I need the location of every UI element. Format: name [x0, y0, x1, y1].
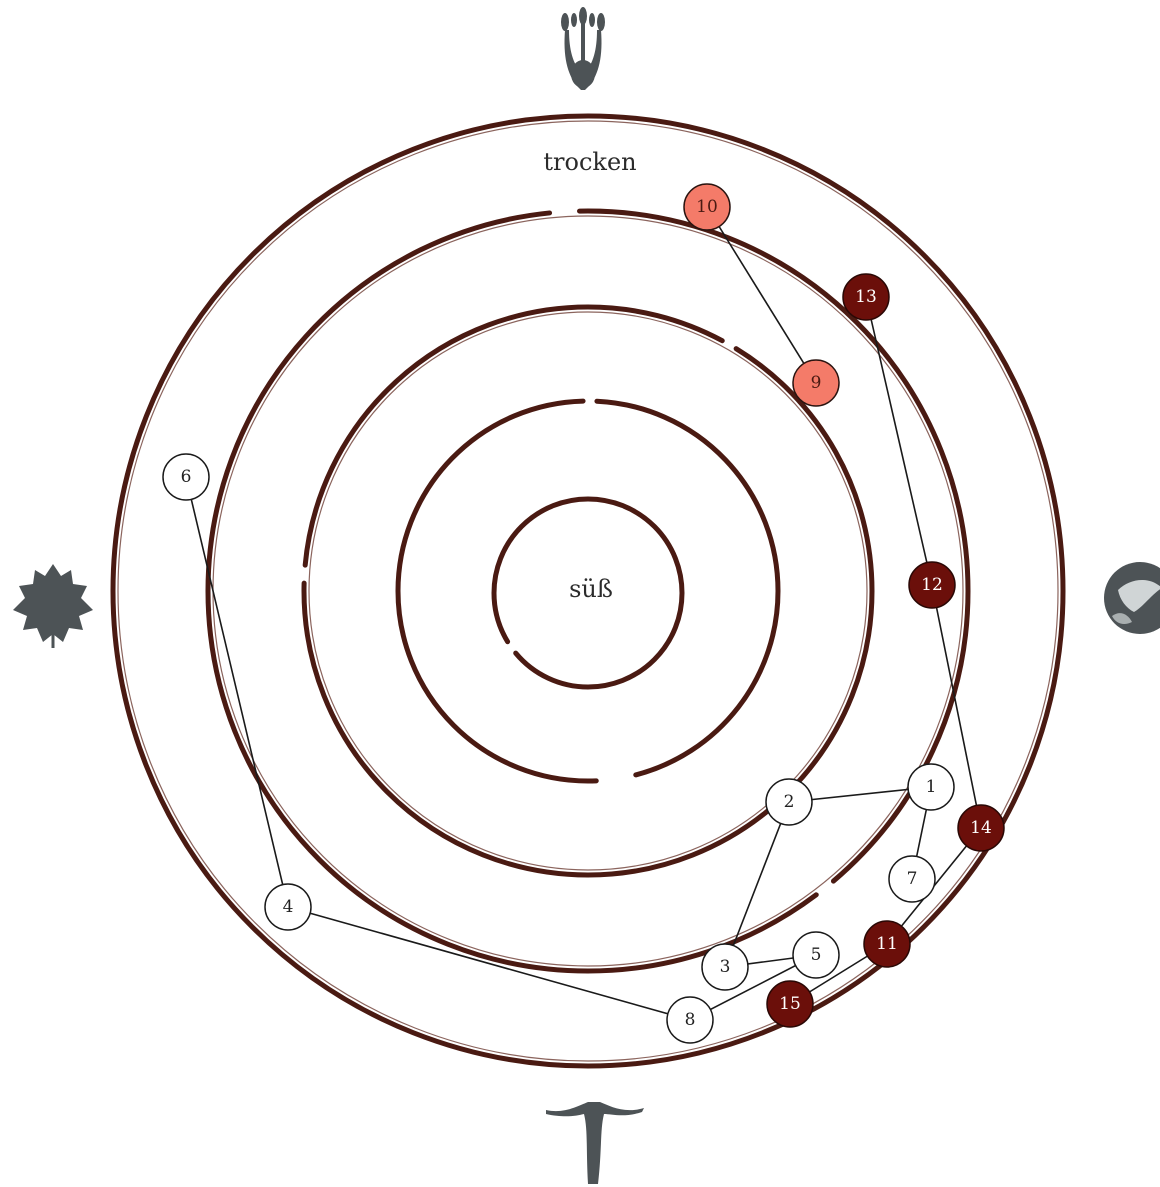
node-label: 11	[876, 934, 898, 954]
node-13[interactable]: 13	[842, 273, 890, 321]
edge-10-9	[706, 206, 817, 384]
ring-3	[301, 304, 875, 878]
node-circle	[842, 273, 890, 321]
grape-icon	[1104, 562, 1160, 634]
node-circle	[765, 778, 813, 826]
node-label: 2	[784, 792, 795, 812]
node-label: 9	[811, 373, 822, 393]
node-circle	[888, 855, 936, 903]
flower-icon	[561, 7, 605, 90]
node-6[interactable]: 6	[162, 453, 210, 501]
edge-4-8	[287, 906, 691, 1021]
node-10[interactable]: 10	[683, 183, 731, 231]
node-label: 10	[696, 197, 718, 217]
grape-leaf-icon	[13, 564, 93, 648]
node-12[interactable]: 12	[908, 561, 956, 609]
node-circle	[766, 980, 814, 1028]
node-circle	[792, 359, 840, 407]
node-circle	[957, 804, 1005, 852]
node-circle	[908, 561, 956, 609]
node-circle	[701, 943, 749, 991]
edge-12-14	[931, 584, 982, 829]
node-label: 6	[181, 467, 192, 487]
node-label: 12	[921, 575, 943, 595]
node-label: 13	[855, 287, 877, 307]
node-label: 4	[283, 897, 294, 917]
label-suess: süß	[569, 575, 613, 603]
node-label: 3	[720, 957, 731, 977]
node-label: 14	[970, 818, 992, 838]
node-circle	[162, 453, 210, 501]
node-circle	[907, 763, 955, 811]
node-2[interactable]: 2	[765, 778, 813, 826]
node-circle	[863, 920, 911, 968]
node-15[interactable]: 15	[766, 980, 814, 1028]
node-5[interactable]: 5	[792, 931, 840, 979]
node-9[interactable]: 9	[792, 359, 840, 407]
node-circle	[264, 883, 312, 931]
vine-trunk-icon	[546, 1102, 644, 1184]
node-1[interactable]: 1	[907, 763, 955, 811]
edge-3-2	[724, 801, 790, 968]
ring-outer	[110, 113, 1066, 1069]
node-label: 1	[926, 777, 937, 797]
ring-3-trace	[308, 311, 868, 871]
edge-13-12	[865, 296, 933, 586]
node-4[interactable]: 4	[264, 883, 312, 931]
node-3[interactable]: 3	[701, 943, 749, 991]
node-14[interactable]: 14	[957, 804, 1005, 852]
node-label: 7	[907, 869, 918, 889]
node-label: 8	[685, 1010, 696, 1030]
ring-2	[205, 208, 971, 974]
edge-2-1	[788, 786, 932, 803]
ring-4	[395, 398, 781, 784]
edge-6-4	[185, 476, 289, 908]
node-label: 5	[811, 945, 822, 965]
ring-group	[110, 113, 1066, 1069]
node-11[interactable]: 11	[863, 920, 911, 968]
node-circle	[666, 996, 714, 1044]
node-label: 15	[779, 994, 801, 1014]
node-7[interactable]: 7	[888, 855, 936, 903]
ring-inner	[491, 496, 685, 690]
node-circle	[683, 183, 731, 231]
edge-group	[185, 206, 982, 1021]
node-circle	[792, 931, 840, 979]
ring-outer-trace	[117, 120, 1059, 1062]
node-8[interactable]: 8	[666, 996, 714, 1044]
label-trocken: trocken	[543, 148, 636, 176]
